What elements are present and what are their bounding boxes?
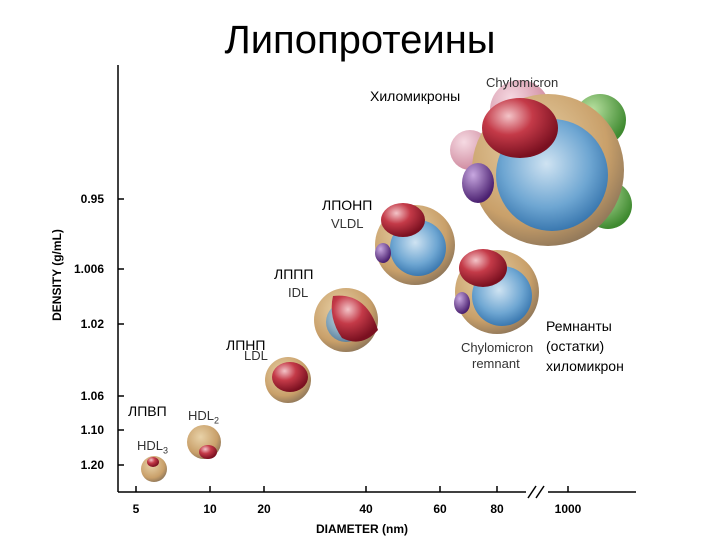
remnant-label-ru-line3: хиломикрон	[546, 358, 624, 374]
hdl2-particle	[187, 425, 221, 459]
idl-label-en: IDL	[288, 285, 309, 300]
vldl-particle	[375, 203, 455, 285]
hdl2-label-main: HDL	[188, 408, 215, 423]
vldl-label-en: VLDL	[331, 216, 364, 231]
x-tick-marks	[135, 486, 569, 492]
hdl3-label-en: HDL3	[137, 438, 168, 456]
y-tick-label: 1.06	[80, 389, 104, 403]
y-tick-label: 0.95	[80, 192, 104, 206]
chylomicron-label-en: Chylomicron	[486, 75, 559, 90]
hdl2-label-sub: 2	[214, 415, 220, 426]
hdl-label-ru: ЛПВП	[128, 403, 167, 419]
hdl3-label-sub: 3	[163, 445, 169, 456]
ldl-label-en: LDL	[244, 348, 268, 363]
y-tick-label: 1.10	[80, 423, 104, 437]
y-tick-label: 1.02	[80, 317, 104, 331]
hdl3-label-main: HDL	[137, 438, 164, 453]
ldl-particle	[265, 357, 311, 403]
x-tick-label: 40	[359, 502, 373, 516]
x-tick-label: 10	[203, 502, 217, 516]
axis-break-icon	[526, 485, 548, 499]
y-tick-label: 1.20	[80, 458, 104, 472]
remnant-label-en-line1: Chylomicron	[461, 340, 534, 355]
chylomicron-label-ru: Хиломикроны	[370, 88, 461, 104]
x-tick-label: 20	[257, 502, 271, 516]
x-tick-label: 60	[433, 502, 447, 516]
page-title: Липопротеины	[224, 18, 496, 62]
hdl2-label-en: HDL2	[188, 408, 219, 426]
ldl-label-ru: ЛПНП	[226, 337, 266, 353]
remnant-label-ru: Ремнанты (остатки) хиломикрон	[546, 316, 624, 376]
remnant-label-ru-line1: Ремнанты	[546, 318, 612, 334]
x-tick-label: 1000	[554, 502, 582, 516]
hdl3-particle	[141, 456, 167, 482]
chylomicron-remnant-particle	[454, 249, 539, 334]
chylomicron-particle	[450, 80, 632, 246]
x-axis-title: DIAMETER (nm)	[316, 522, 408, 536]
remnant-label-en-line2: remnant	[472, 356, 520, 371]
remnant-label-ru-line2: (остатки)	[546, 338, 605, 354]
y-tick-marks	[118, 198, 124, 466]
idl-particle	[314, 288, 378, 352]
idl-label-ru: ЛППП	[274, 266, 314, 282]
y-tick-label: 1.006	[73, 262, 104, 276]
x-tick-label: 5	[132, 502, 140, 516]
vldl-label-ru: ЛПОНП	[322, 197, 373, 213]
x-tick-label: 80	[490, 502, 504, 516]
